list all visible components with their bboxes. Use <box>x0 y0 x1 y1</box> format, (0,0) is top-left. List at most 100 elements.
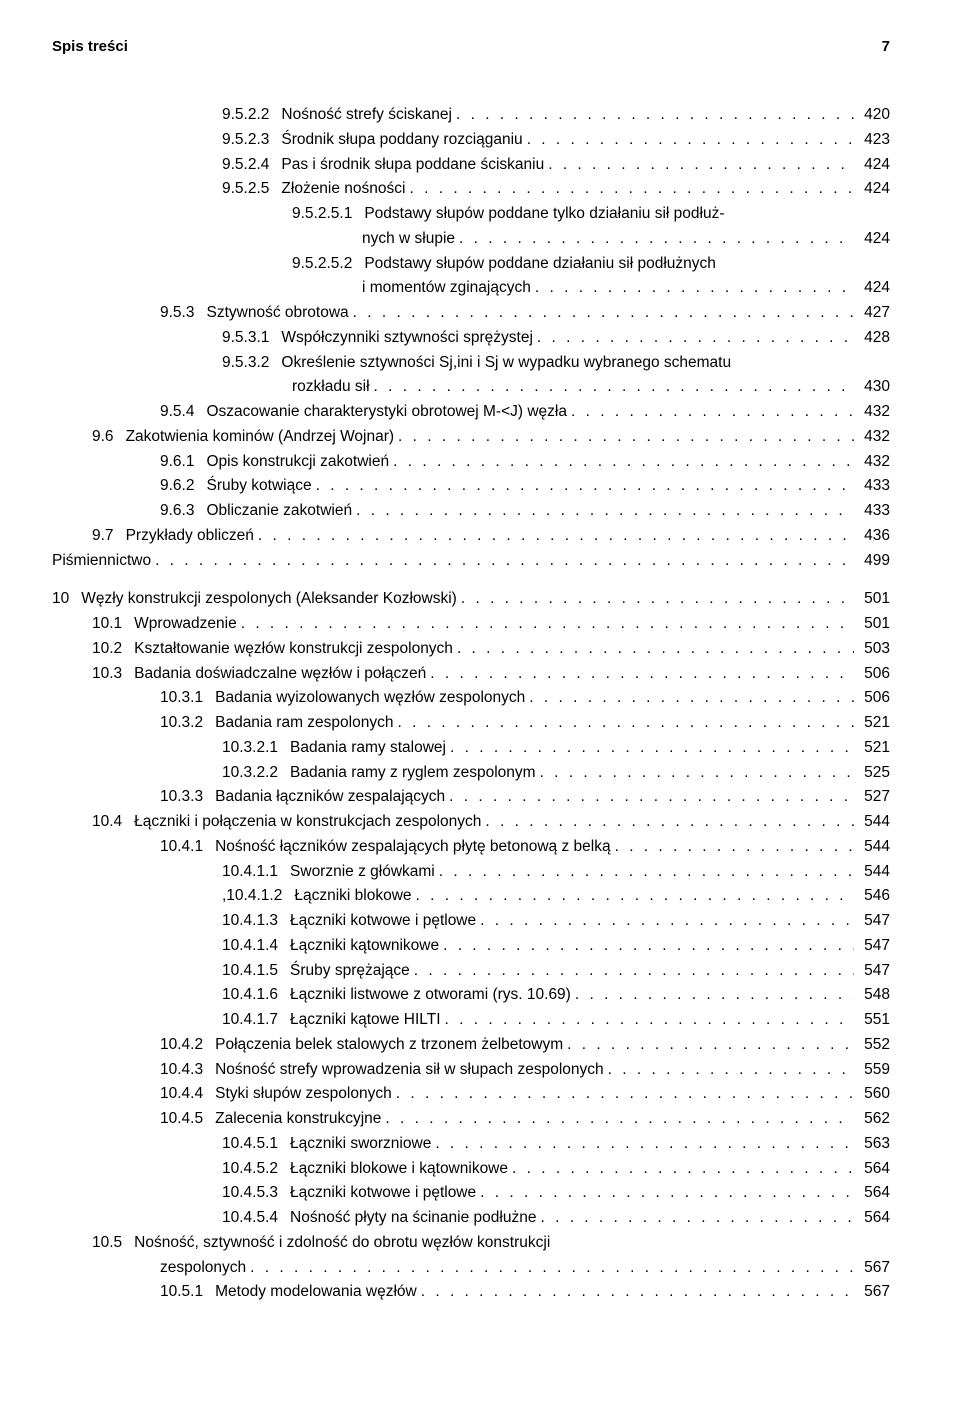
toc-row: 9.7Przykłady obliczeń436 <box>52 524 890 547</box>
toc-row: 10.3.3Badania łączników zespalających527 <box>52 785 890 808</box>
toc-number: 9.5.2.5 <box>222 177 281 200</box>
toc-page: 562 <box>854 1107 890 1130</box>
toc-leader-dots <box>237 612 854 635</box>
toc-page: 501 <box>854 587 890 610</box>
toc-leader-dots <box>394 425 854 448</box>
toc-number: ,10.4.1.2 <box>222 884 294 907</box>
toc-title: zespolonych <box>160 1256 246 1279</box>
toc-number: 10.4.1.4 <box>222 934 290 957</box>
toc-number: 9.5.3.2 <box>222 351 281 374</box>
toc-title: Opis konstrukcji zakotwień <box>206 450 389 473</box>
toc-leader-dots <box>452 103 854 126</box>
toc-title: Obliczanie zakotwień <box>206 499 352 522</box>
toc-row: 9.5.2.5.2Podstawy słupów poddane działan… <box>52 252 890 275</box>
toc-page: 525 <box>854 761 890 784</box>
toc-number: 10.4.5.2 <box>222 1157 290 1180</box>
toc-leader-dots <box>536 1206 854 1229</box>
toc-leader-dots <box>381 1107 854 1130</box>
toc-row: i momentów zginających424 <box>52 276 890 299</box>
toc-page: 563 <box>854 1132 890 1155</box>
toc-title: Współczynniki sztywności sprężystej <box>281 326 533 349</box>
toc-title: Łączniki kątowe HILTI <box>290 1008 440 1031</box>
toc-row: Piśmiennictwo499 <box>52 549 890 572</box>
toc-title: rozkładu sił <box>292 375 370 398</box>
toc-number: 10.3.2 <box>160 711 215 734</box>
toc-title: Łączniki i połączenia w konstrukcjach ze… <box>134 810 481 833</box>
toc-page: 527 <box>854 785 890 808</box>
toc-leader-dots <box>393 711 854 734</box>
toc-title: Łączniki listwowe z otworami (rys. 10.69… <box>290 983 571 1006</box>
toc-number: 10.4.1.1 <box>222 860 290 883</box>
toc-title: Określenie sztywności Sj,ini i Sj w wypa… <box>281 351 731 374</box>
toc-title: Łączniki kotwowe i pętlowe <box>290 909 476 932</box>
toc-page: 424 <box>854 153 890 176</box>
toc-leader-dots <box>567 400 854 423</box>
toc-page: 544 <box>854 835 890 858</box>
toc-page: 521 <box>854 736 890 759</box>
toc-row: 10.4.1.5Śruby sprężające547 <box>52 959 890 982</box>
toc-page: 501 <box>854 612 890 635</box>
toc-page: 430 <box>854 375 890 398</box>
toc-leader-dots <box>412 884 854 907</box>
toc-row: ,10.4.1.2Łączniki blokowe546 <box>52 884 890 907</box>
toc-page: 436 <box>854 524 890 547</box>
toc-row: 10Węzły konstrukcji zespolonych (Aleksan… <box>52 587 890 610</box>
toc-title: Łączniki blokowe <box>294 884 411 907</box>
toc-leader-dots <box>445 785 854 808</box>
toc-leader-dots <box>151 549 854 572</box>
toc-title: Oszacowanie charakterystyki obrotowej M-… <box>206 400 567 423</box>
toc-title: Podstawy słupów poddane działaniu sił po… <box>364 252 716 275</box>
toc-page: 424 <box>854 177 890 200</box>
toc-number: 10 <box>52 587 81 610</box>
toc-row: 10.4.5.3Łączniki kotwowe i pętlowe564 <box>52 1181 890 1204</box>
toc-page: 433 <box>854 499 890 522</box>
toc-title: Styki słupów zespolonych <box>215 1082 392 1105</box>
toc-number: 10.1 <box>92 612 134 635</box>
page-header: Spis treści 7 <box>52 38 890 55</box>
toc-page: 432 <box>854 425 890 448</box>
toc-leader-dots <box>476 1181 854 1204</box>
toc-row: 10.4.5Zalecenia konstrukcyjne562 <box>52 1107 890 1130</box>
toc-number: 9.5.2.2 <box>222 103 281 126</box>
toc-row: 10.4Łączniki i połączenia w konstrukcjac… <box>52 810 890 833</box>
toc-page: 427 <box>854 301 890 324</box>
toc-row: 9.6.2Śruby kotwiące433 <box>52 474 890 497</box>
toc-title: Śruby kotwiące <box>206 474 311 497</box>
toc-title: Nośność płyty na ścinanie podłużne <box>290 1206 536 1229</box>
toc-title: Łączniki blokowe i kątownikowe <box>290 1157 508 1180</box>
toc-page: 428 <box>854 326 890 349</box>
toc-number: 9.5.3.1 <box>222 326 281 349</box>
toc-number: 9.5.2.5.1 <box>292 202 364 225</box>
toc-title: Podstawy słupów poddane tylko działaniu … <box>364 202 724 225</box>
toc-number: 10.4.5 <box>160 1107 215 1130</box>
toc-page: 506 <box>854 686 890 709</box>
toc-title: Badania ramy z ryglem zespolonym <box>290 761 536 784</box>
toc-page: 547 <box>854 959 890 982</box>
toc-row: 9.6.1Opis konstrukcji zakotwień432 <box>52 450 890 473</box>
toc-page: 548 <box>854 983 890 1006</box>
toc-number: 10.4.5.3 <box>222 1181 290 1204</box>
toc-leader-dots <box>446 736 854 759</box>
toc-title: Nośność strefy ściskanej <box>281 103 452 126</box>
toc-row: 10.4.1.6Łączniki listwowe z otworami (ry… <box>52 983 890 1006</box>
toc-row: zespolonych567 <box>52 1256 890 1279</box>
toc-leader-dots <box>439 934 854 957</box>
toc-page: 503 <box>854 637 890 660</box>
toc-row: 10.5.1Metody modelowania węzłów567 <box>52 1280 890 1303</box>
toc-row: 10.4.1.7Łączniki kątowe HILTI551 <box>52 1008 890 1031</box>
toc-title: Nośność łączników zespalających płytę be… <box>215 835 610 858</box>
toc-title: Węzły konstrukcji zespolonych (Aleksande… <box>81 587 457 610</box>
toc-title: Złożenie nośności <box>281 177 405 200</box>
toc-number: 10.3.2.2 <box>222 761 290 784</box>
toc-leader-dots <box>435 860 854 883</box>
toc-page: 564 <box>854 1181 890 1204</box>
toc-leader-dots <box>455 227 854 250</box>
toc-page: 424 <box>854 276 890 299</box>
toc-number: 10.2 <box>92 637 134 660</box>
toc-number: 9.5.3 <box>160 301 206 324</box>
toc-leader-dots <box>405 177 854 200</box>
toc-leader-dots <box>426 662 854 685</box>
toc-title: Metody modelowania węzłów <box>215 1280 417 1303</box>
toc-page: 432 <box>854 450 890 473</box>
toc-page: 552 <box>854 1033 890 1056</box>
